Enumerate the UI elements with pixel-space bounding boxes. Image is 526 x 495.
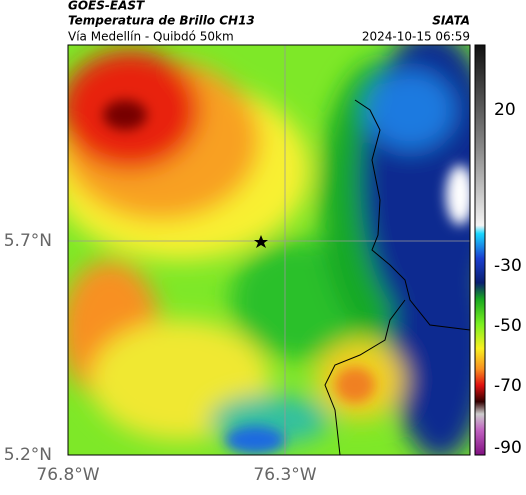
y-label: 5.7°N bbox=[4, 231, 52, 251]
x-label: 76.8°W bbox=[36, 465, 99, 485]
colorbar-label: -50 bbox=[494, 316, 522, 336]
timestamp: 2024-10-15 06:59 bbox=[362, 30, 470, 44]
colorbar bbox=[474, 44, 486, 456]
colorbar-label: -90 bbox=[494, 438, 522, 458]
title: GOES-EAST bbox=[68, 0, 145, 13]
source: SIATA bbox=[432, 14, 470, 28]
colorbar-label: -30 bbox=[494, 256, 522, 276]
subtitle: Temperatura de Brillo CH13 bbox=[68, 14, 255, 28]
y-label: 5.2°N bbox=[4, 445, 52, 465]
satellite-image bbox=[68, 45, 470, 455]
region: Vía Medellín - Quibdó 50km bbox=[68, 30, 234, 44]
x-label: 76.3°W bbox=[253, 465, 316, 485]
colorbar-label: 20 bbox=[494, 100, 516, 120]
colorbar-label: -70 bbox=[494, 376, 522, 396]
